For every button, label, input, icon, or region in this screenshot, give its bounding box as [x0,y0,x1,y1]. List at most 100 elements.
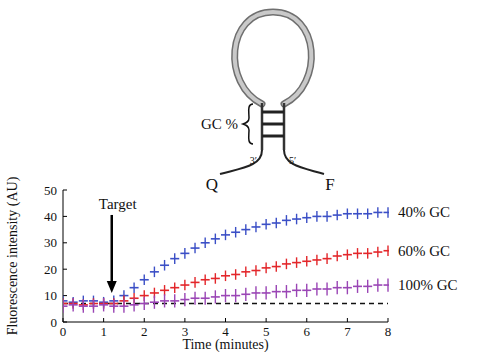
data-point [99,298,108,311]
data-point [272,218,281,229]
marker [333,214,342,216]
marker [211,296,220,298]
marker [191,282,200,284]
end-label: 3′ [250,155,257,166]
data-point [282,215,291,226]
end-label: 5′ [289,155,296,166]
x-tick [306,318,307,322]
marker [119,305,128,307]
data-point [211,290,220,303]
data-point [373,247,382,258]
data-point [140,297,149,310]
data-point [384,245,390,256]
marker [384,250,390,252]
baseline [63,303,388,305]
marker [363,213,372,215]
data-point [191,277,200,288]
marker [241,271,250,273]
y-tick [63,216,67,217]
base-pair [262,135,284,138]
marker [201,297,210,299]
data-point [384,278,390,291]
data-point [333,251,342,262]
data-point [333,210,342,221]
data-point [241,288,250,301]
quencher-label: Q [206,175,218,194]
axes: 01020304050012345678Time (minutes)Fluore… [5,176,391,352]
x-tick [103,318,104,322]
marker [130,304,139,306]
data-point [79,300,88,313]
data-point [251,265,260,276]
marker [373,251,382,253]
marker [241,229,250,231]
y-tick [63,322,67,323]
marker [262,292,271,294]
marker [251,292,260,294]
marker [292,262,301,264]
data-point [160,260,169,271]
data-point [150,296,159,309]
marker [384,212,390,214]
marker [343,254,352,256]
data-point [262,286,271,299]
stem-left [261,103,264,150]
data-point [384,207,390,218]
data-point [150,267,159,278]
data-point [119,300,128,313]
data-point [272,285,281,298]
data-point [251,286,260,299]
marker [160,290,169,292]
loop [235,12,312,104]
marker [373,284,382,286]
y-tick-label: 20 [44,262,57,277]
marker [312,216,321,218]
x-tick [347,318,348,322]
data-point [373,207,382,218]
data-point [170,253,179,264]
marker [282,220,291,222]
data-point [323,282,332,295]
marker [292,290,301,292]
marker [262,267,271,269]
marker [221,234,230,236]
data-point [302,284,311,297]
tail-5 [284,150,324,174]
data-point [373,278,382,291]
marker [231,274,240,276]
data-point [302,212,311,223]
marker [221,275,230,277]
data-point [130,282,139,293]
data-point [323,253,332,264]
data-point [343,281,352,294]
x-tick [225,318,226,322]
series [63,278,389,312]
marker [363,286,372,288]
data-point [292,257,301,268]
data-point [201,292,210,305]
data-point [160,285,169,296]
y-tick-label: 30 [44,235,57,250]
data-point [312,255,321,266]
marker [292,218,301,220]
marker [69,304,78,306]
data-point [343,208,352,219]
y-axis-label: Fluorescence intensity (AU) [5,176,21,335]
data-point [363,208,372,219]
data-point [251,222,260,233]
data-point [130,298,139,311]
data-point [262,219,271,230]
data-point [89,300,98,313]
data-point [353,208,362,219]
y-tick [63,242,67,243]
data-point [241,224,250,235]
data-point [231,269,240,280]
marker [272,222,281,224]
marker [343,287,352,289]
marker [272,266,281,268]
data-point [231,289,240,302]
data-point [292,214,301,225]
data-point [262,263,271,274]
marker [282,291,291,293]
plot-area [63,207,389,313]
